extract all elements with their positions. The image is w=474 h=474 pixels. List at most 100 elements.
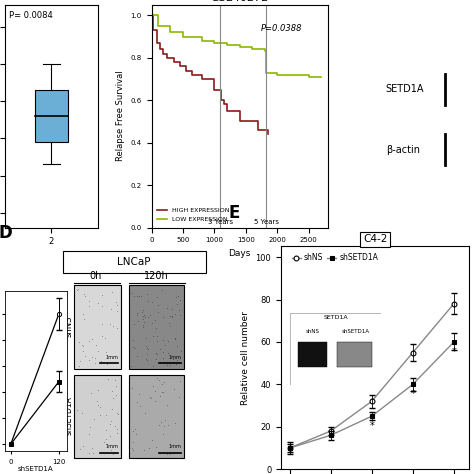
Bar: [35, 90, 68, 142]
Point: [99, 332, 106, 340]
shNS: [451, 301, 457, 307]
Point: [109, 405, 116, 413]
Point: [165, 319, 173, 327]
Point: [164, 349, 172, 356]
Point: [172, 336, 179, 343]
Point: [149, 383, 157, 390]
Text: 1mm: 1mm: [169, 355, 182, 360]
Point: [130, 292, 137, 300]
Point: [113, 307, 121, 315]
X-axis label: Days: Days: [228, 249, 251, 258]
Point: [113, 324, 120, 331]
Point: [98, 302, 106, 310]
Point: [177, 296, 184, 303]
Point: [102, 411, 109, 419]
Text: *: *: [369, 421, 374, 431]
Point: [159, 313, 166, 320]
Point: [128, 363, 135, 370]
Point: [136, 391, 143, 398]
Text: *: *: [410, 389, 415, 399]
Point: [94, 397, 101, 405]
shSETD1A: [410, 382, 416, 387]
Point: [81, 352, 89, 359]
Point: [145, 345, 152, 353]
Point: [161, 423, 168, 430]
Point: [88, 335, 96, 342]
Point: [153, 374, 160, 382]
Point: [144, 297, 151, 304]
Point: [151, 316, 159, 324]
Point: [136, 292, 143, 300]
shNS: [410, 350, 416, 356]
Point: [104, 375, 111, 383]
Point: [169, 355, 176, 363]
Point: [139, 306, 147, 313]
Point: [173, 343, 181, 350]
Point: [148, 437, 156, 444]
Point: [160, 379, 167, 386]
Point: [133, 310, 141, 317]
Point: [149, 332, 156, 340]
Text: LNCaP: LNCaP: [118, 257, 151, 267]
Point: [155, 421, 163, 429]
Point: [100, 438, 108, 446]
Point: [144, 344, 151, 352]
Title: C4-2: C4-2: [363, 234, 387, 244]
Point: [168, 313, 176, 320]
Point: [94, 401, 102, 409]
Point: [159, 388, 166, 396]
Point: [73, 406, 81, 414]
shSETD1A: [287, 445, 292, 451]
Point: [141, 409, 149, 417]
Point: [142, 356, 150, 363]
Point: [114, 301, 121, 309]
Point: [128, 445, 136, 452]
Point: [163, 304, 171, 311]
Point: [82, 292, 89, 300]
Legend: shNS, shSETD1A: shNS, shSETD1A: [289, 250, 381, 265]
Point: [172, 360, 180, 367]
Point: [73, 286, 81, 294]
Point: [148, 319, 156, 327]
Point: [114, 410, 122, 418]
Point: [140, 311, 147, 319]
Point: [141, 313, 149, 320]
Point: [85, 302, 93, 310]
Point: [166, 312, 174, 319]
Point: [153, 356, 160, 363]
Point: [113, 425, 120, 433]
Line: shNS: shNS: [287, 301, 456, 450]
Point: [76, 446, 84, 453]
shSETD1A: [369, 413, 374, 419]
Point: [161, 341, 169, 348]
Point: [139, 315, 146, 323]
Point: [101, 335, 109, 342]
Point: [166, 322, 173, 330]
Legend: HIGH EXPRESSION, LOW EXPRESSION: HIGH EXPRESSION, LOW EXPRESSION: [155, 206, 232, 224]
Title: GSE40272: GSE40272: [210, 0, 269, 2]
Point: [80, 347, 87, 355]
Point: [98, 291, 105, 299]
Point: [129, 447, 137, 454]
Text: 120h: 120h: [144, 271, 168, 281]
Point: [151, 388, 159, 395]
Point: [79, 310, 87, 318]
Text: 5 Years: 5 Years: [254, 219, 279, 226]
Point: [163, 450, 171, 458]
Point: [146, 444, 153, 452]
Point: [102, 427, 110, 434]
Point: [142, 342, 149, 350]
Point: [128, 384, 136, 392]
Point: [153, 293, 161, 301]
Point: [129, 438, 137, 446]
Text: 1mm: 1mm: [169, 444, 182, 449]
Point: [152, 443, 160, 450]
Point: [95, 347, 102, 355]
Point: [157, 418, 164, 426]
Text: 1mm: 1mm: [106, 355, 118, 360]
Point: [94, 300, 102, 307]
Point: [107, 418, 114, 425]
Point: [164, 401, 171, 409]
shNS: [369, 399, 374, 404]
Text: shNS: shNS: [64, 316, 73, 337]
